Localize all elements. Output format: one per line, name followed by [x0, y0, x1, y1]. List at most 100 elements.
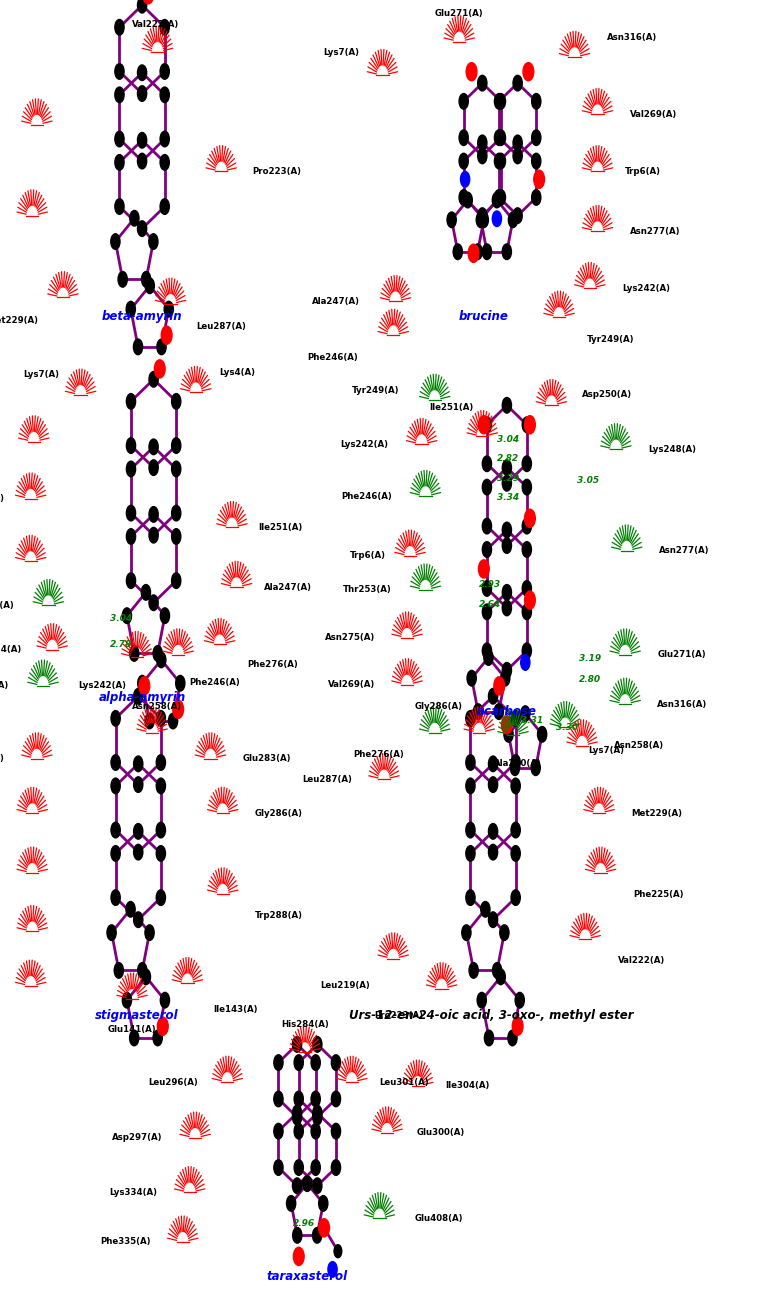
Circle shape [463, 192, 472, 208]
Text: Pro223(A): Pro223(A) [374, 1011, 423, 1020]
Circle shape [161, 992, 170, 1008]
Text: 3.34: 3.34 [498, 494, 519, 501]
Circle shape [313, 1228, 322, 1243]
Circle shape [153, 646, 162, 661]
Circle shape [145, 925, 154, 940]
Text: Asn316(A): Asn316(A) [607, 32, 657, 42]
Circle shape [126, 902, 135, 917]
Text: Thr253(A): Thr253(A) [343, 586, 392, 594]
Text: Val222(A): Val222(A) [131, 19, 179, 29]
Text: Glu300(A): Glu300(A) [416, 1129, 465, 1137]
Circle shape [531, 190, 541, 205]
Circle shape [171, 461, 180, 477]
Text: 2.96: 2.96 [293, 1220, 315, 1228]
Text: Phe246(A): Phe246(A) [341, 492, 392, 500]
Circle shape [149, 372, 158, 387]
Circle shape [478, 560, 489, 578]
Text: Met229(A): Met229(A) [0, 316, 38, 325]
Circle shape [466, 822, 475, 838]
Text: Lys7(A): Lys7(A) [323, 48, 359, 57]
Circle shape [161, 326, 172, 344]
Circle shape [171, 394, 180, 409]
Circle shape [494, 677, 505, 695]
Circle shape [482, 581, 492, 596]
Circle shape [502, 475, 511, 491]
Text: Trp288(A): Trp288(A) [255, 911, 303, 920]
Circle shape [492, 210, 502, 226]
Circle shape [525, 416, 535, 434]
Circle shape [134, 912, 143, 927]
Circle shape [504, 726, 513, 742]
Circle shape [294, 1091, 303, 1107]
Circle shape [156, 846, 165, 861]
Circle shape [311, 1055, 320, 1070]
Circle shape [482, 417, 492, 433]
Circle shape [134, 688, 143, 704]
Circle shape [511, 755, 520, 770]
Circle shape [469, 963, 478, 978]
Circle shape [160, 19, 169, 35]
Circle shape [143, 0, 154, 4]
Text: 3.31: 3.31 [521, 717, 543, 725]
Circle shape [115, 199, 124, 214]
Circle shape [523, 62, 534, 81]
Circle shape [149, 507, 158, 522]
Circle shape [137, 221, 147, 236]
Circle shape [127, 461, 136, 477]
Circle shape [149, 595, 158, 611]
Circle shape [521, 705, 530, 721]
Text: Glu271(A): Glu271(A) [657, 651, 706, 659]
Circle shape [466, 846, 475, 861]
Circle shape [447, 212, 456, 227]
Text: Trp6(A): Trp6(A) [349, 552, 386, 560]
Circle shape [466, 711, 475, 726]
Circle shape [294, 1160, 303, 1176]
Circle shape [107, 925, 116, 940]
Circle shape [502, 600, 511, 616]
Text: brucine: brucine [459, 310, 508, 323]
Circle shape [115, 64, 124, 79]
Circle shape [488, 756, 498, 772]
Circle shape [171, 505, 180, 521]
Text: 3.04: 3.04 [498, 435, 519, 443]
Text: Asn277(A): Asn277(A) [630, 227, 680, 235]
Circle shape [492, 192, 502, 208]
Circle shape [466, 755, 475, 770]
Text: Asn275(A): Asn275(A) [325, 634, 375, 642]
Circle shape [531, 130, 541, 145]
Circle shape [160, 199, 169, 214]
Circle shape [502, 522, 511, 538]
Circle shape [496, 190, 505, 205]
Circle shape [156, 778, 165, 794]
Circle shape [115, 155, 124, 170]
Circle shape [139, 677, 150, 695]
Circle shape [173, 700, 184, 718]
Circle shape [156, 890, 165, 905]
Circle shape [157, 652, 166, 668]
Text: 3.30: 3.30 [556, 724, 578, 731]
Circle shape [478, 135, 487, 151]
Text: Asn316(A): Asn316(A) [657, 700, 707, 708]
Circle shape [488, 912, 498, 927]
Text: Urs-12-en-24-oic acid, 3-oxo-, methyl ester: Urs-12-en-24-oic acid, 3-oxo-, methyl es… [349, 1009, 634, 1022]
Circle shape [171, 529, 180, 544]
Circle shape [513, 75, 522, 91]
Circle shape [525, 591, 535, 609]
Circle shape [476, 212, 485, 227]
Circle shape [478, 75, 487, 91]
Circle shape [531, 94, 541, 109]
Circle shape [274, 1160, 283, 1176]
Circle shape [495, 94, 504, 109]
Text: Gly286(A): Gly286(A) [255, 809, 303, 817]
Text: Ile251(A): Ile251(A) [258, 523, 303, 531]
Circle shape [496, 94, 505, 109]
Circle shape [512, 1017, 523, 1035]
Circle shape [502, 538, 511, 553]
Circle shape [513, 208, 522, 223]
Circle shape [488, 824, 498, 839]
Circle shape [466, 890, 475, 905]
Circle shape [293, 1247, 304, 1265]
Circle shape [293, 1228, 302, 1243]
Text: Gly286(A): Gly286(A) [415, 701, 462, 711]
Circle shape [319, 1218, 329, 1237]
